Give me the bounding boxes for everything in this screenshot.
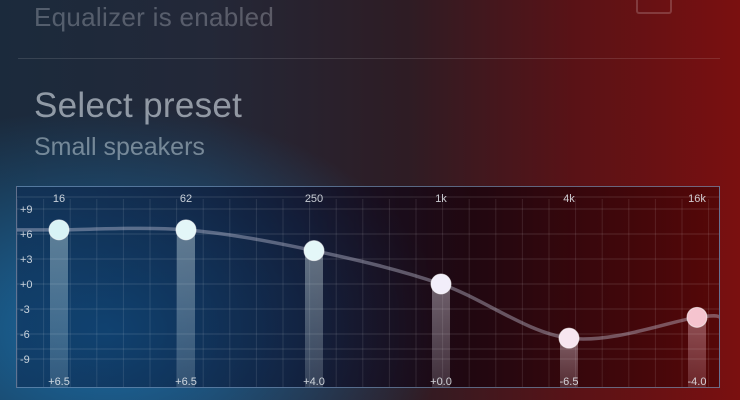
band-knob-16[interactable] [48,219,70,241]
band-value-label-16: +6.5 [48,376,70,388]
band-freq-label-250: 250 [305,193,323,205]
band-freq-label-62: 62 [180,193,192,205]
y-tick-label: -6 [20,329,30,341]
y-tick-label: +9 [20,204,33,216]
y-tick-label: +0 [20,279,33,291]
band-freq-label-16: 16 [53,193,65,205]
band-bar-1k [432,284,450,387]
band-bar-16k [688,317,706,387]
equalizer-panel: +9 +6 +3 +0 -3 -6 -9 16 +6.5 62 +6.5 250 +4.0 1k +0.0 4… [16,186,720,388]
equalizer-status-text: Equalizer is enabled [34,2,275,32]
band-bar-16 [50,229,68,387]
band-value-label-1k: +0.0 [430,376,452,388]
equalizer-graph: +9 +6 +3 +0 -3 -6 -9 16 +6.5 62 +6.5 250 +4.0 1k +0.0 4… [17,193,719,388]
band-bar-250 [305,250,323,387]
band-knob-4k[interactable] [558,327,580,349]
band-knob-16k[interactable] [686,306,708,328]
y-tick-label: -9 [20,354,30,366]
band-bar-62 [177,229,195,387]
band-value-label-4k: -6.5 [560,376,579,388]
preset-title: Select preset [34,86,243,125]
y-tick-label: -3 [20,304,30,316]
band-knob-250[interactable] [303,240,325,262]
settings-list: Equalizer is enabled Select preset Small… [0,0,740,185]
band-bar-4k [560,338,578,387]
preset-value: Small speakers [34,133,205,161]
band-value-label-250: +4.0 [303,376,325,388]
band-freq-label-1k: 1k [435,193,447,205]
band-knob-1k[interactable] [430,273,452,295]
band-value-label-16k: -4.0 [688,376,707,388]
band-value-label-62: +6.5 [175,376,197,388]
divider [18,58,720,59]
band-knob-62[interactable] [175,219,197,241]
band-freq-label-4k: 4k [563,193,575,205]
eq-response-curve [17,226,719,341]
y-tick-label: +3 [20,254,33,266]
equalizer-toggle[interactable] [636,0,672,14]
band-freq-label-16k: 16k [688,193,706,205]
y-tick-label: +6 [20,229,33,241]
